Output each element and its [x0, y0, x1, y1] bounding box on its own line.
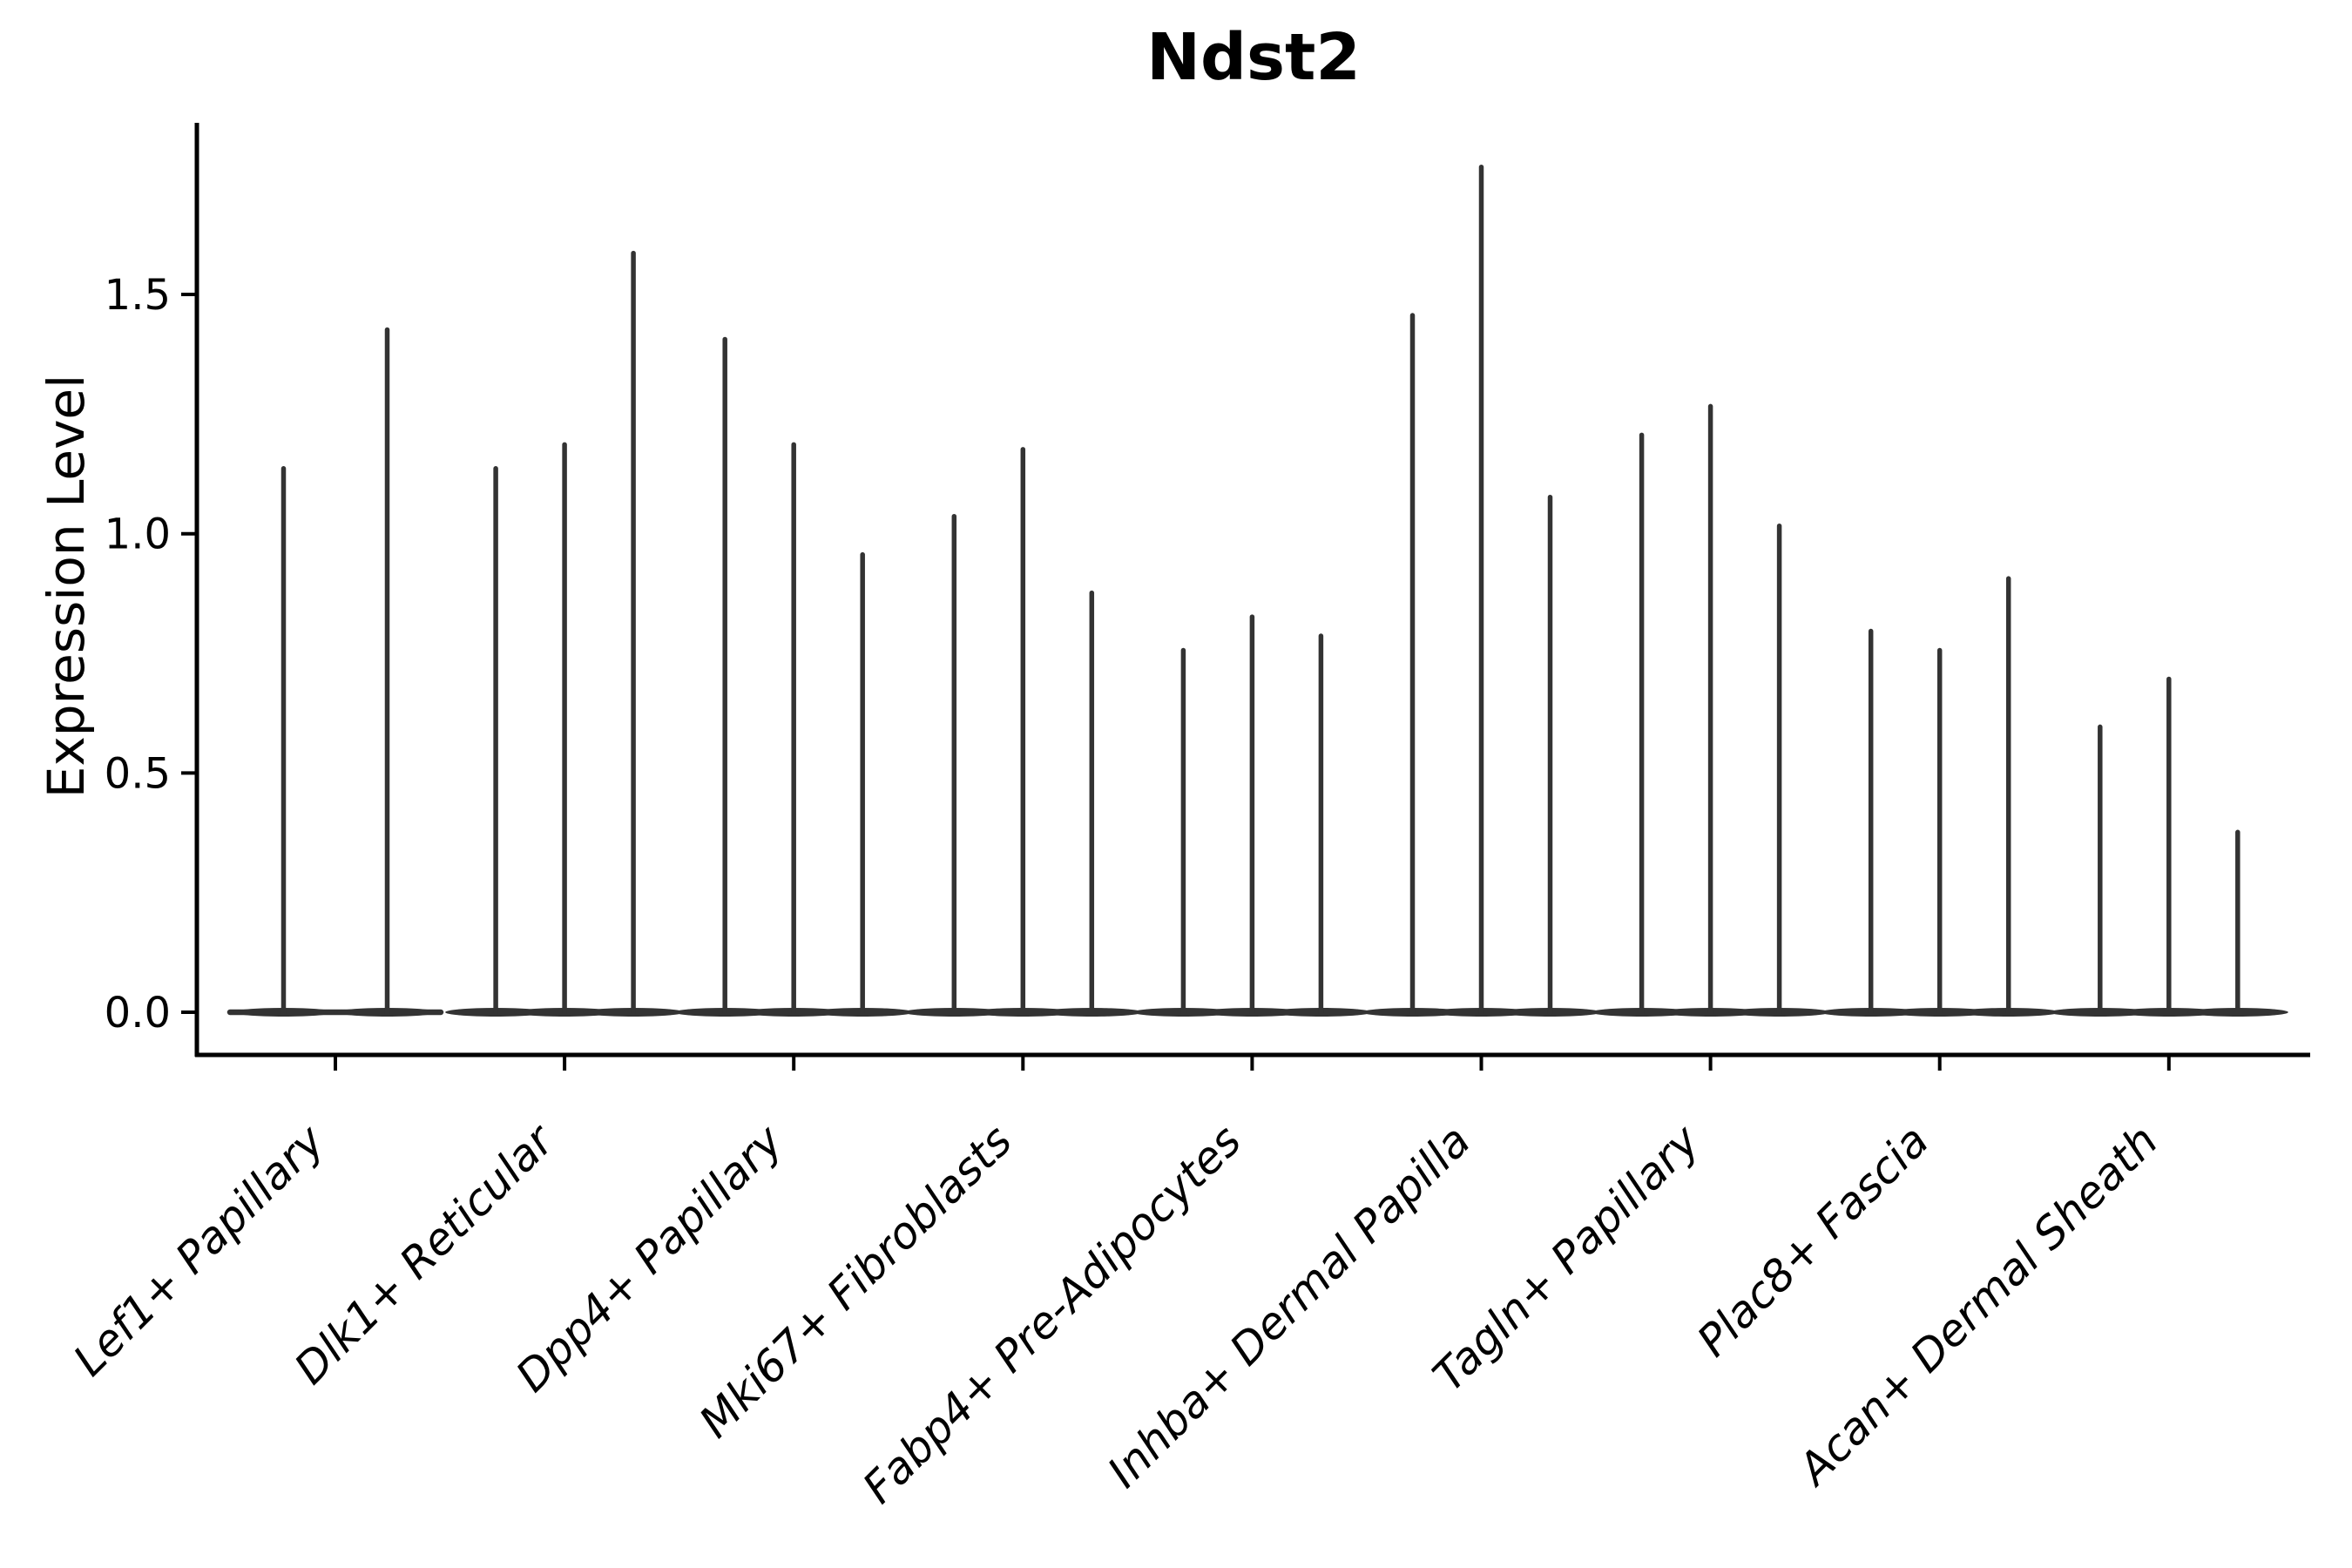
y-tick-label: 1.5 [105, 271, 171, 320]
y-tick-label: 0.5 [105, 749, 171, 798]
chart-title: Ndst2 [1146, 20, 1361, 95]
x-tick-label: Inhba+ Dermal Papilla [1098, 1115, 1480, 1497]
x-tick-label: Acan+ Dermal Sheath [1787, 1115, 2167, 1496]
x-tick-label: Fabp4+ Pre-Adipocytes [853, 1115, 1251, 1513]
x-tick-label: Lef1+ Papillary [64, 1114, 335, 1385]
x-tick-label: Plac8+ Fascia [1687, 1115, 1938, 1366]
y-tick-label: 0.0 [105, 989, 171, 1037]
y-tick-label: 1.0 [105, 510, 171, 559]
